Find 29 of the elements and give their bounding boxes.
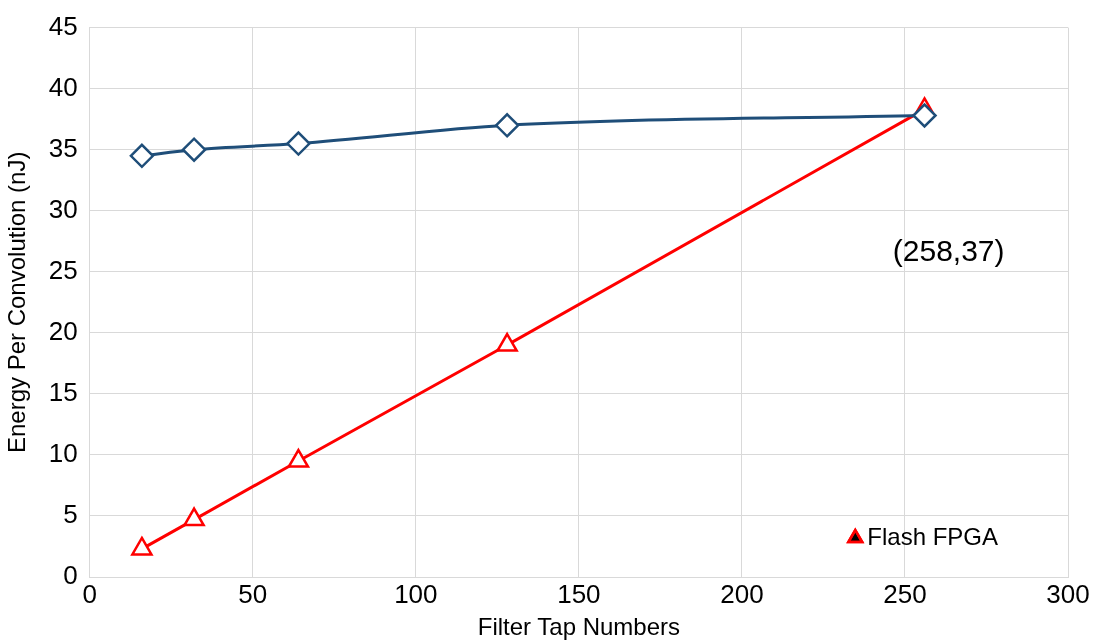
y-tick-label: 20 [48,315,78,346]
point [181,137,207,162]
x-tick-label: 150 [557,578,601,609]
point [496,332,518,352]
y-tick-label: 15 [48,377,78,408]
y-tick-label: 35 [48,132,78,163]
x-tick-label: 200 [720,578,764,609]
legend-label: Flash FPGA [867,522,998,550]
y-tick-label: 45 [48,10,78,41]
x-tick-label: 100 [394,578,438,609]
point [912,103,937,128]
point [129,143,155,169]
point [494,113,520,138]
point [286,131,311,156]
x-tick-label: 250 [883,578,927,609]
point [131,536,153,556]
y-tick-label: 30 [48,193,78,224]
point [287,448,310,468]
y-tick-label: 5 [63,499,78,530]
x-tick-label: 0 [82,578,97,609]
x-tick-label: 300 [1046,578,1090,609]
y-tick-label: 40 [48,71,78,102]
x-axis-title: Filter Tap Numbers [477,613,681,641]
point [183,507,205,527]
y-tick-label: 25 [48,254,78,285]
y-tick-label: 10 [48,438,78,469]
y-axis-title: Energy Per Convolution (nJ) [3,151,31,454]
annotation: (258,37) [892,234,1005,268]
x-tick-label: 50 [238,578,268,609]
